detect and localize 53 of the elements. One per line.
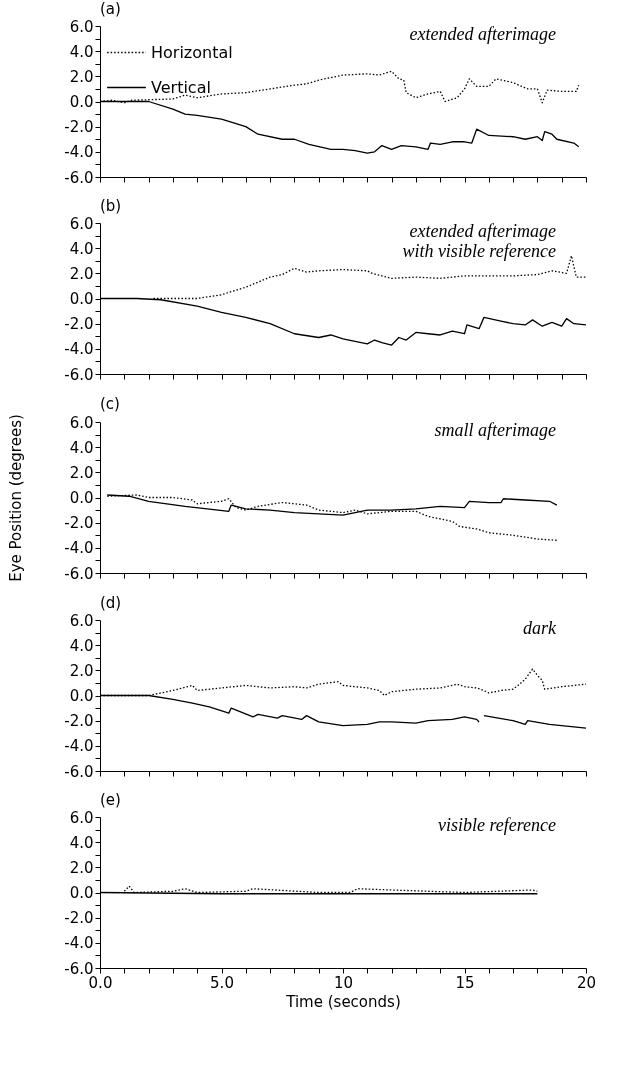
y-tick-label: -6.0 [64, 762, 94, 781]
y-tick-label: 2.0 [69, 661, 94, 680]
y-tick-label: 4.0 [69, 438, 94, 457]
x-tick-label: 15 [455, 973, 475, 992]
chart-title: (e) [100, 791, 121, 809]
y-tick-label: -4.0 [64, 143, 94, 162]
y-tick-label: 2.0 [69, 67, 94, 86]
y-tick-label: 6.0 [69, 214, 94, 233]
y-tick-label: -2.0 [64, 118, 94, 137]
y-tick-label: 6.0 [69, 808, 94, 827]
y-tick-label: -6.0 [64, 365, 94, 384]
y-tick-label: 0.0 [69, 687, 94, 705]
chart-title: (d) [100, 594, 122, 612]
y-tick-label: 4.0 [69, 833, 94, 852]
chart-title: (c) [100, 394, 120, 413]
y-tick-label: 6.0 [69, 413, 94, 432]
y-tick-label: 2.0 [69, 858, 94, 877]
legend-label: Horizontal [151, 42, 233, 62]
y-tick-label: 0.0 [69, 93, 94, 111]
y-tick-label: -6.0 [64, 564, 94, 583]
chart-title: (b) [100, 197, 122, 215]
annotation: visible reference [437, 815, 557, 835]
x-tick-label: 5.0 [210, 973, 234, 992]
y-tick-label: 2.0 [69, 264, 94, 283]
x-tick-label: 10 [333, 973, 354, 992]
x-axis-title: Time (seconds) [285, 992, 401, 1011]
y-axis-title: Eye Position (degrees) [7, 414, 26, 582]
y-tick-label: 0.0 [69, 489, 94, 507]
chart-title: (a) [100, 0, 121, 18]
y-tick-label: 6.0 [69, 611, 94, 630]
y-tick-label: 6.0 [69, 17, 94, 36]
y-tick-label: 4.0 [69, 239, 94, 258]
x-tick-label: 0.0 [88, 973, 113, 992]
y-tick-label: -4.0 [64, 934, 94, 953]
annotation: extended afterimage [409, 24, 556, 44]
annotation: dark [523, 618, 557, 638]
y-tick-label: -2.0 [64, 909, 94, 928]
annotation: extended afterimage with visible reference [402, 221, 556, 261]
y-tick-label: -4.0 [64, 539, 94, 558]
annotation: small afterimage [434, 420, 556, 440]
legend-label: Vertical [151, 77, 211, 97]
y-tick-label: 0.0 [69, 290, 94, 308]
y-tick-label: 0.0 [69, 884, 94, 902]
y-tick-label: -2.0 [64, 514, 94, 533]
y-tick-label: 4.0 [69, 636, 94, 655]
y-tick-label: -2.0 [64, 315, 94, 334]
y-tick-label: -6.0 [64, 168, 94, 187]
y-tick-label: -2.0 [64, 712, 94, 731]
x-tick-label: 20 [576, 973, 597, 992]
y-tick-label: 4.0 [69, 42, 94, 61]
y-tick-label: 2.0 [69, 463, 94, 482]
y-tick-label: -4.0 [64, 737, 94, 756]
y-tick-label: -4.0 [64, 340, 94, 359]
